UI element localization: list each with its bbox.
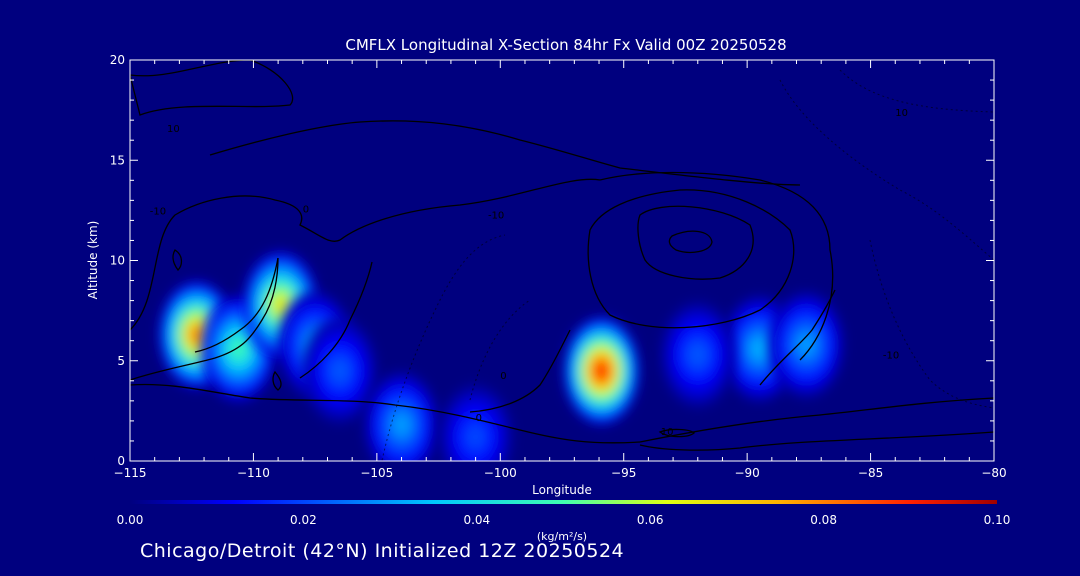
flux-level <box>272 294 289 315</box>
contour-line <box>668 230 713 253</box>
flux-level <box>393 414 410 435</box>
contour-label: 0 <box>303 204 309 215</box>
colorbar: 0.00 0.02 0.04 0.06 0.08 0.10 (kg/m²/s) <box>117 500 1011 543</box>
flux-blob <box>564 317 639 424</box>
x-axis-label: Longitude <box>532 483 592 497</box>
plot-frame <box>129 59 995 462</box>
flux-level <box>751 338 768 359</box>
contour-line <box>658 428 695 438</box>
contour-line <box>130 383 641 444</box>
dashed-contours <box>381 69 994 461</box>
flux-blob <box>660 301 735 408</box>
x-tick-label: −110 <box>237 466 270 480</box>
x-tick-label: −85 <box>858 466 883 480</box>
contour-label: 0 <box>500 371 506 382</box>
contour-line <box>272 370 282 391</box>
x-tick-label: −115 <box>114 466 147 480</box>
flux-blob <box>302 317 377 424</box>
contour-labels: 0 10 -10 -10 0 10 -10 10 0 <box>150 108 908 438</box>
axes: −115 −110 −105 −100 −95 −90 −85 −80 0 5 10 15 20 <box>110 53 1007 480</box>
contour-lines <box>130 60 994 451</box>
x-tick-label: −105 <box>360 466 393 480</box>
chart-title: CMFLX Longitudinal X-Section 84hr Fx Val… <box>345 36 786 54</box>
colorbar-gradient <box>130 500 997 504</box>
dashed-contour <box>869 239 994 409</box>
contour-label: -10 <box>883 351 899 362</box>
dashed-contour <box>779 79 994 261</box>
contour-line <box>639 431 994 451</box>
contour-line <box>299 261 373 379</box>
flux-level <box>188 324 205 345</box>
x-tick-label: −80 <box>981 466 1006 480</box>
y-tick-label: 15 <box>110 153 125 167</box>
colorbar-tick-label: 0.00 <box>117 513 144 527</box>
colorbar-tick-label: 0.10 <box>984 513 1011 527</box>
colorbar-ticks: 0.00 0.02 0.04 0.06 0.08 0.10 <box>117 513 1011 527</box>
y-tick-label: 5 <box>117 354 125 368</box>
contour-label: 10 <box>895 108 908 119</box>
flux-level <box>689 344 706 365</box>
contour-line <box>599 171 834 361</box>
y-tick-label: 0 <box>117 454 125 468</box>
dashed-contour <box>381 234 506 461</box>
contour-label: 10 <box>167 124 180 135</box>
contour-label: -10 <box>488 210 504 221</box>
colorbar-units: (kg/m²/s) <box>537 530 587 543</box>
colorbar-tick-label: 0.08 <box>810 513 837 527</box>
flux-blob <box>364 372 439 461</box>
flux-level <box>593 360 610 381</box>
contour-line <box>469 329 571 413</box>
flux-level <box>230 338 247 359</box>
contour-label: -10 <box>150 206 166 217</box>
contour-line <box>194 257 279 353</box>
x-tick-label: −100 <box>484 466 517 480</box>
dashed-contour <box>469 299 531 401</box>
colorbar-tick-label: 0.02 <box>290 513 317 527</box>
dashed-contour <box>839 69 994 113</box>
y-axis-label: Altitude (km) <box>86 221 100 300</box>
flux-blob <box>769 291 844 398</box>
contour-line <box>759 289 836 386</box>
contour-line <box>130 60 294 116</box>
y-tick-label: 20 <box>110 53 125 67</box>
run-caption: Chicago/Detroit (42°N) Initialized 12Z 2… <box>140 540 625 562</box>
contour-label: 10 <box>661 427 674 438</box>
contour-line <box>639 397 994 443</box>
contour-line <box>637 205 754 280</box>
flux-level <box>331 360 348 381</box>
contour-label: 0 <box>476 413 482 424</box>
flux-level <box>467 426 484 447</box>
colorbar-tick-label: 0.04 <box>463 513 490 527</box>
x-tick-label: −95 <box>611 466 636 480</box>
contour-line <box>587 189 795 329</box>
y-tick-label: 10 <box>110 254 125 268</box>
colorbar-tick-label: 0.06 <box>637 513 664 527</box>
contour-line <box>130 257 279 381</box>
plot-area: 0 10 -10 -10 0 10 -10 10 0 <box>130 60 994 461</box>
contour-line <box>209 120 801 186</box>
contour-line <box>172 249 183 271</box>
contour-line <box>130 178 601 331</box>
x-tick-label: −90 <box>734 466 759 480</box>
